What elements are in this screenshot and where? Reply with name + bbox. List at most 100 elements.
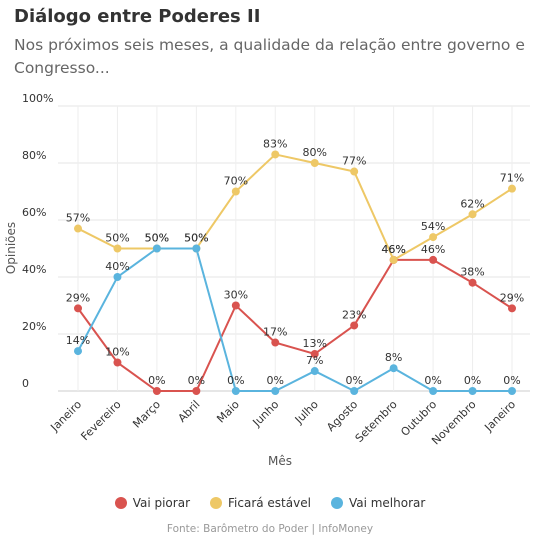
data-point (192, 244, 201, 253)
y-tick-label: 60% (22, 206, 46, 219)
data-point (429, 255, 438, 264)
data-label: 7% (306, 354, 323, 367)
data-label: 57% (66, 212, 90, 225)
data-label: 50% (184, 232, 208, 245)
data-point (74, 347, 82, 356)
x-tick-label: Janeiro (47, 398, 84, 435)
data-label: 14% (66, 334, 90, 347)
data-label: 23% (342, 308, 366, 321)
data-point (350, 387, 359, 395)
data-label: 83% (263, 137, 287, 150)
data-label: 54% (421, 220, 445, 233)
data-label: 46% (381, 243, 405, 256)
data-label: 0% (345, 374, 362, 387)
y-tick-label: 80% (22, 149, 46, 162)
data-point (429, 233, 438, 242)
data-label: 10% (105, 346, 129, 359)
x-tick-label: Outubro (398, 398, 439, 439)
y-tick-label: 20% (22, 320, 46, 333)
data-point (350, 167, 359, 176)
data-label: 62% (460, 197, 484, 210)
data-label: 40% (105, 260, 129, 273)
data-label: 50% (145, 232, 169, 245)
y-axis-title: Opiniões (4, 222, 18, 274)
data-label: 70% (224, 175, 248, 188)
data-point (310, 159, 319, 167)
x-tick-label: Junho (250, 398, 282, 430)
data-point (231, 387, 240, 395)
data-point (271, 338, 280, 347)
data-label: 29% (500, 291, 524, 304)
data-point (113, 244, 122, 253)
x-axis-title: Mês (268, 454, 292, 468)
legend-label: Vai melhorar (348, 496, 426, 510)
data-point (468, 210, 477, 219)
data-point (508, 304, 516, 313)
data-label: 0% (503, 374, 520, 387)
x-tick-label: Maio (214, 398, 242, 426)
data-label: 50% (184, 232, 208, 245)
legend-label: Vai piorar (132, 496, 190, 510)
data-point (152, 244, 161, 253)
data-point (468, 387, 477, 395)
data-label: 77% (342, 155, 366, 168)
chart-title: Diálogo entre Poderes II (14, 6, 261, 27)
data-label: 71% (500, 172, 524, 185)
chart-subtitle: Nos próximos seis meses, a qualidade da … (14, 36, 525, 77)
y-tick-label: 40% (22, 263, 46, 276)
data-point (350, 321, 359, 330)
legend-marker (210, 497, 222, 509)
data-point (152, 387, 161, 395)
legend-item[interactable]: Ficará estável (210, 496, 311, 510)
data-label: 0% (464, 374, 481, 387)
data-label: 0% (188, 374, 205, 387)
x-tick-label: Julho (292, 398, 321, 427)
legend-marker (114, 497, 127, 509)
x-tick-label: Agosto (324, 398, 360, 434)
data-label: 0% (148, 374, 165, 387)
data-point (113, 358, 122, 367)
source-note: Fonte: Barômetro do Poder | InfoMoney (166, 523, 374, 535)
data-label: 17% (263, 326, 287, 339)
data-label: 50% (105, 232, 129, 245)
data-point (231, 301, 240, 310)
series-line (77, 258, 513, 392)
data-point (192, 387, 201, 395)
x-tick-label: Março (130, 398, 163, 431)
x-tick-label: Setembro (353, 398, 400, 445)
legend-item[interactable]: Vai melhorar (330, 496, 426, 510)
series-line (77, 247, 512, 393)
data-point (389, 255, 398, 264)
data-label: 0% (267, 374, 284, 387)
data-point (429, 387, 438, 395)
data-label: 0% (424, 374, 441, 387)
legend-marker (330, 497, 343, 509)
data-label: 46% (421, 243, 445, 256)
data-label: 29% (66, 291, 90, 304)
legend-item[interactable]: Vai piorar (114, 496, 190, 510)
data-label: 30% (224, 289, 248, 302)
data-point (113, 273, 122, 281)
data-point (310, 367, 319, 376)
series-line (77, 153, 513, 262)
data-label: 50% (145, 232, 169, 245)
y-tick-label: 100% (22, 92, 53, 105)
data-label: 46% (381, 243, 405, 256)
data-point (271, 387, 280, 395)
legend: Vai piorar Ficará estável Vai melhorar (0, 496, 540, 512)
data-label: 13% (303, 337, 327, 350)
x-tick-label: Fevereiro (78, 398, 123, 443)
data-point (74, 304, 82, 313)
data-point (310, 349, 319, 358)
data-point (74, 224, 82, 233)
data-point (468, 278, 477, 287)
legend-label: Ficará estável (228, 496, 311, 510)
data-label: 80% (303, 146, 327, 159)
data-point (271, 150, 280, 159)
data-label: 0% (227, 374, 244, 387)
y-tick-label: 0 (22, 377, 29, 390)
data-point (231, 187, 240, 196)
x-tick-label: Abril (176, 398, 203, 425)
data-point (508, 184, 516, 193)
